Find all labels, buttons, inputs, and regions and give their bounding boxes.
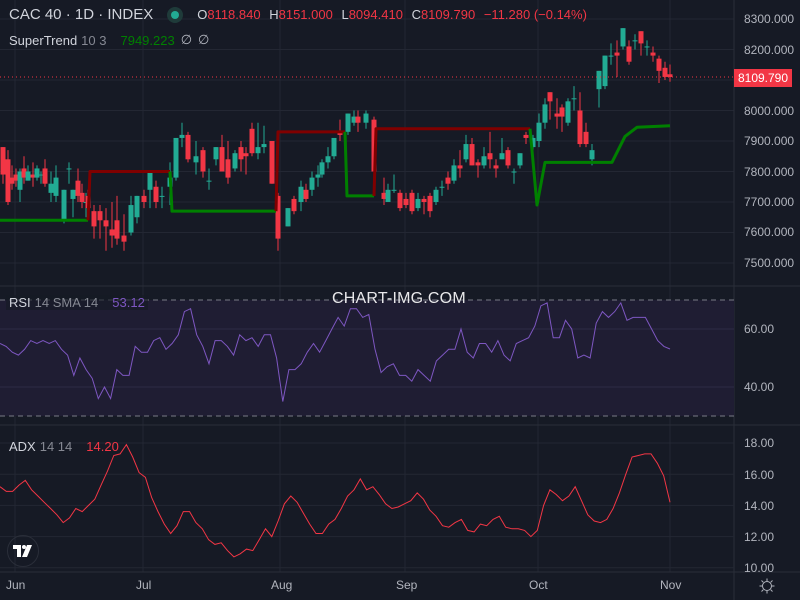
open-value: 8118.840 (207, 7, 261, 22)
time-tick-nov: Nov (660, 578, 682, 592)
price-tick: 7500.000 (744, 256, 795, 270)
time-tick-oct: Oct (529, 578, 548, 592)
price-tick: 7900.000 (744, 134, 795, 148)
rsi-tick: 40.00 (744, 380, 775, 394)
change-value: −11.280 (−0.14%) (483, 7, 587, 22)
rsi-params: 14 SMA 14 (34, 295, 99, 310)
adx-name: ADX (9, 439, 36, 454)
settings-gear-icon[interactable] (759, 578, 775, 594)
price-tick: 7800.000 (744, 165, 795, 179)
ohlc-values: O8118.840 H8151.000 L8094.410 C8109.790 … (197, 7, 592, 22)
current-price-tag: 8109.790 (734, 69, 792, 87)
price-tick: 7700.000 (744, 195, 795, 209)
time-tick-jul: Jul (136, 578, 152, 592)
adx-legend[interactable]: ADX 14 14 14.20 (9, 439, 119, 454)
low-label: L (341, 7, 349, 22)
price-tick: 7600.000 (744, 225, 795, 239)
close-label: C (411, 7, 421, 22)
adx-tick: 18.00 (744, 436, 775, 450)
rsi-legend[interactable]: RSI 14 SMA 14 53.12 (6, 295, 148, 310)
adx-value: 14.20 (86, 439, 119, 454)
adx-tick: 16.00 (744, 468, 775, 482)
rsi-name: RSI (9, 295, 31, 310)
market-status-icon (167, 6, 184, 23)
symbol-legend: CAC 40 · 1D · INDEX O8118.840 H8151.000 … (9, 6, 592, 23)
time-tick-aug: Aug (271, 578, 293, 592)
supertrend-params: 10 3 (81, 32, 107, 48)
supertrend-name: SuperTrend (9, 32, 78, 48)
watermark: CHART-IMG.COM (332, 290, 466, 307)
price-tick: 8000.000 (744, 104, 795, 118)
close-value: 8109.790 (420, 7, 476, 22)
rsi-value: 53.12 (112, 295, 145, 310)
high-label: H (269, 7, 279, 22)
time-tick-sep: Sep (396, 578, 418, 592)
price-tick: 8300.000 (744, 12, 795, 26)
price-tick: 8200.000 (744, 43, 795, 57)
adx-params: 14 14 (39, 439, 73, 454)
supertrend-empty-value-1: ∅ (180, 32, 193, 47)
supertrend-empty-value-2: ∅ (198, 32, 210, 47)
supertrend-legend[interactable]: SuperTrend 10 3 7949.223 ∅ ∅ (9, 32, 209, 48)
adx-tick: 14.00 (744, 499, 775, 513)
time-tick-jun: Jun (6, 578, 26, 592)
open-label: O (197, 7, 208, 22)
high-value: 8151.000 (278, 7, 333, 22)
adx-tick: 12.00 (744, 530, 775, 544)
low-value: 8094.410 (348, 7, 403, 22)
supertrend-value: 7949.223 (120, 32, 175, 48)
symbol-title[interactable]: CAC 40 · 1D · INDEX (9, 6, 154, 23)
rsi-tick: 60.00 (744, 322, 775, 336)
tradingview-logo-icon[interactable] (7, 535, 39, 567)
adx-tick: 10.00 (744, 561, 775, 575)
